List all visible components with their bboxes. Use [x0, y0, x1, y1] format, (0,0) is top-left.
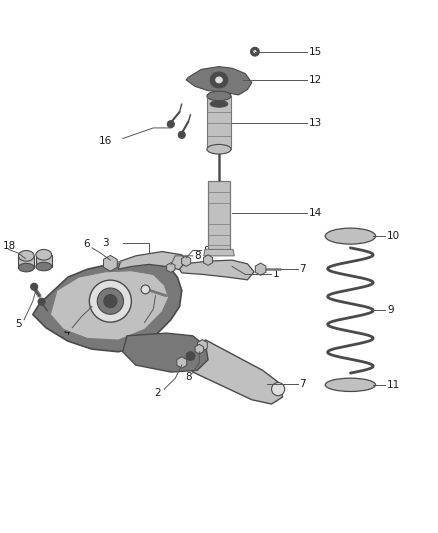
- Polygon shape: [166, 263, 175, 272]
- Text: 10: 10: [387, 231, 400, 241]
- Polygon shape: [204, 255, 212, 265]
- Text: 7: 7: [300, 379, 306, 389]
- Polygon shape: [118, 252, 188, 271]
- Text: 12: 12: [308, 75, 321, 85]
- Text: 4: 4: [64, 327, 71, 336]
- Ellipse shape: [18, 251, 34, 261]
- Text: 18: 18: [3, 241, 16, 251]
- Bar: [207, 96, 231, 149]
- Ellipse shape: [18, 263, 34, 272]
- Text: 8: 8: [194, 251, 201, 261]
- Circle shape: [178, 131, 185, 139]
- Text: 15: 15: [308, 47, 321, 56]
- Circle shape: [167, 120, 174, 128]
- Circle shape: [89, 280, 131, 322]
- Circle shape: [104, 295, 117, 308]
- Polygon shape: [204, 249, 234, 256]
- Ellipse shape: [207, 144, 231, 154]
- Ellipse shape: [325, 228, 376, 244]
- Polygon shape: [180, 260, 254, 280]
- Ellipse shape: [207, 91, 231, 101]
- Polygon shape: [182, 256, 191, 266]
- Text: 3: 3: [102, 238, 109, 247]
- Text: 5: 5: [15, 319, 22, 329]
- Text: 17: 17: [132, 321, 145, 331]
- Bar: [208, 181, 230, 251]
- Bar: [18, 256, 34, 268]
- Circle shape: [38, 298, 45, 305]
- Polygon shape: [186, 67, 252, 95]
- Text: 14: 14: [308, 208, 321, 218]
- Ellipse shape: [210, 101, 228, 107]
- Text: 6: 6: [83, 239, 90, 249]
- Ellipse shape: [36, 262, 52, 271]
- Circle shape: [251, 47, 259, 56]
- Text: 1: 1: [273, 270, 280, 279]
- Circle shape: [31, 283, 38, 290]
- Polygon shape: [123, 333, 208, 372]
- Ellipse shape: [210, 72, 228, 88]
- Circle shape: [141, 285, 150, 294]
- Bar: [36, 255, 52, 266]
- Text: 8: 8: [185, 373, 192, 382]
- Polygon shape: [255, 263, 266, 276]
- Circle shape: [186, 352, 195, 360]
- Text: 8: 8: [203, 246, 210, 255]
- Ellipse shape: [36, 249, 52, 260]
- Text: 11: 11: [387, 380, 400, 390]
- Circle shape: [253, 50, 257, 54]
- Text: 2: 2: [154, 389, 161, 398]
- Text: 16: 16: [99, 136, 112, 146]
- Circle shape: [272, 383, 285, 395]
- Polygon shape: [182, 340, 283, 404]
- Polygon shape: [103, 255, 117, 271]
- Polygon shape: [50, 271, 169, 340]
- Text: 9: 9: [387, 305, 394, 316]
- Polygon shape: [198, 340, 207, 351]
- Ellipse shape: [215, 76, 223, 84]
- Ellipse shape: [325, 378, 376, 391]
- Text: 13: 13: [308, 118, 321, 127]
- Circle shape: [97, 288, 124, 314]
- Polygon shape: [177, 357, 187, 368]
- Text: 7: 7: [300, 264, 306, 274]
- Polygon shape: [195, 344, 204, 354]
- Polygon shape: [33, 261, 182, 352]
